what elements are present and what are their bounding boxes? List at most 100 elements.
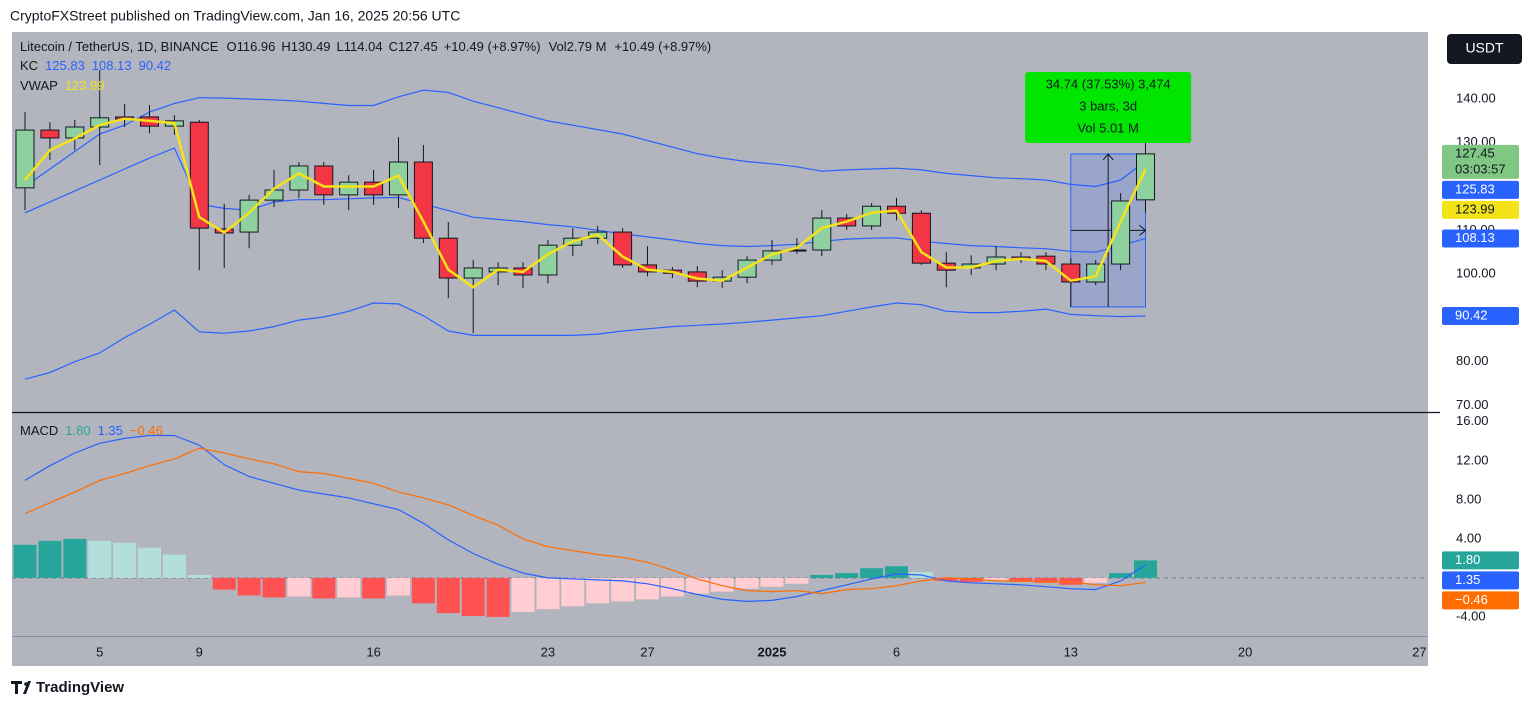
signal-line (24, 447, 1146, 595)
currency-button-label[interactable]: USDT (1465, 40, 1504, 56)
price-badge (1442, 551, 1519, 570)
legend-ohlc-value: 114.04 (344, 39, 383, 54)
legend-kc: KC (20, 58, 38, 73)
legend-ohlc-value: 127.45 (398, 39, 438, 54)
macd-tick-label: 16.00 (1456, 413, 1489, 428)
candle-body (1111, 200, 1131, 265)
legend-macd: MACD (20, 423, 58, 438)
macd-histogram-bar (138, 547, 161, 578)
legend-vol-label: Vol (549, 39, 567, 54)
legend-kc-value: 90.42 (139, 58, 172, 73)
macd-histogram-bar (959, 577, 983, 582)
legend-row: Litecoin / TetherUS, 1D, BINANCE O116.96 H… (20, 39, 711, 54)
logo-dot (24, 682, 28, 686)
price-pane (12, 70, 1428, 380)
macd-histogram-bar (1034, 577, 1058, 583)
candle-body (189, 121, 209, 229)
price-tick-label: 80.00 (1456, 353, 1489, 368)
legend-row: VWAP 123.99 (20, 78, 105, 93)
macd-histogram-bar (38, 540, 62, 578)
macd-histogram-bar (1084, 577, 1108, 583)
macd-histogram-bar (387, 577, 410, 596)
legend-row: MACD 1.80 1.35 −0.46 (20, 423, 163, 438)
macd-histogram-bar (237, 577, 261, 596)
legend-macd-value: 1.35 (98, 423, 123, 438)
time-label: 13 (1064, 644, 1078, 659)
macd-histogram-bar (636, 577, 659, 600)
candle-body (1136, 153, 1155, 201)
price-badge (1442, 591, 1519, 610)
kc-basis (24, 147, 1146, 253)
measure-arrow-h (1070, 225, 1147, 236)
macd-histogram-bar (88, 540, 112, 578)
legend-vol: 2.79 M (567, 39, 607, 54)
macd-histogram-bar (362, 577, 386, 599)
legend-macd-value: 1.80 (65, 423, 90, 438)
macd-histogram-bar (785, 577, 809, 584)
macd-line (24, 434, 1146, 602)
price-badge-label: 1.35 (1455, 572, 1480, 587)
candle-body (413, 161, 433, 239)
macd-histogram-bar (611, 577, 635, 602)
macd-histogram-bar (411, 577, 435, 604)
price-badge-label: 127.45 (1455, 145, 1495, 160)
macd-histogram-bar (337, 577, 361, 598)
candle-body (438, 237, 458, 279)
publish-header: CryptoFXStreet published on TradingView.… (10, 8, 460, 24)
currency-button[interactable]: USDT (1447, 34, 1522, 64)
time-label: 27 (1412, 644, 1426, 659)
candle-body (239, 199, 259, 233)
kc-lower (24, 302, 1146, 380)
legend-change: +10.49 (+8.97%) (614, 39, 711, 54)
legend-ohlc-key: O (226, 39, 236, 54)
currency-button-bg[interactable] (1447, 34, 1522, 64)
logo-icon (11, 681, 31, 694)
macd-histogram-bar (934, 577, 958, 581)
time-label: 27 (640, 644, 654, 659)
legend-vwap-value: 123.99 (65, 78, 105, 93)
legend-kc-value: 125.83 (45, 58, 85, 73)
macd-histogram-bar (710, 577, 734, 592)
chart-background (12, 32, 1428, 666)
macd-histogram-bar (760, 577, 784, 587)
price-badge (1442, 200, 1519, 219)
macd-histogram-bar (1134, 560, 1157, 578)
macd-histogram-bar (536, 577, 560, 610)
legend-row: KC 125.83 108.13 90.42 (20, 58, 171, 73)
legend-change: +10.49 (+8.97%) (444, 39, 541, 54)
time-label: 2025 (758, 644, 787, 659)
measure-text: 34.74 (37.53%) 3,474 (1046, 76, 1171, 91)
price-badge (1442, 144, 1519, 179)
macd-tick-label: 12.00 (1456, 452, 1489, 467)
price-badge-label: 90.42 (1455, 307, 1488, 322)
price-badge (1442, 180, 1519, 199)
price-badge-countdown: 03:03:57 (1455, 161, 1506, 176)
candle-body (40, 129, 60, 139)
macd-histogram-bar (162, 554, 186, 578)
vwap-line (24, 117, 1147, 289)
kc-upper (24, 89, 1146, 188)
macd-histogram-bar (660, 577, 684, 597)
macd-histogram-bar (187, 575, 211, 578)
macd-histogram-bar (287, 577, 311, 597)
price-tick-label: 70.00 (1456, 397, 1489, 412)
candle-body (314, 165, 334, 196)
price-badge-label: 123.99 (1455, 201, 1495, 216)
candle-body (339, 181, 359, 196)
macd-histogram-bar (885, 566, 908, 578)
candle-body (463, 267, 483, 279)
legend-macd-value: −0.46 (130, 423, 163, 438)
price-badge-label: 108.13 (1455, 230, 1495, 245)
measure-text: 3 bars, 3d (1079, 98, 1137, 113)
price-tick-label: 140.00 (1456, 90, 1496, 105)
macd-histogram-bar (212, 577, 236, 590)
price-badge-label: −0.46 (1455, 592, 1488, 607)
macd-histogram-bar (984, 577, 1008, 581)
macd-histogram-bar (685, 577, 709, 594)
price-tick-label: 100.00 (1456, 266, 1496, 281)
legend-kc-value: 108.13 (92, 58, 132, 73)
footer-logo (11, 681, 31, 694)
legend-ohlc-key: H (281, 39, 290, 54)
price-badge (1442, 571, 1519, 590)
